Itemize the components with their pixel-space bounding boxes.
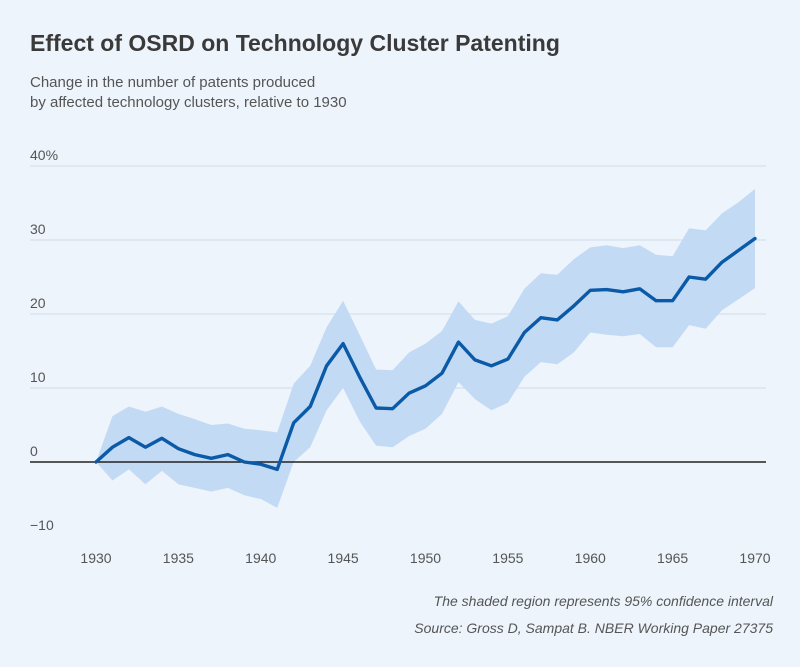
- x-tick-label: 1970: [739, 550, 770, 566]
- confidence-band: [96, 188, 755, 508]
- confidence-note: The shaded region represents 95% confide…: [433, 593, 773, 609]
- y-tick-label: 10: [30, 369, 46, 385]
- x-tick-label: 1955: [492, 550, 523, 566]
- x-tick-label: 1950: [410, 550, 441, 566]
- x-tick-labels: 1930 1935 1940 1945 1950 1955 1960 1965 1970: [80, 550, 770, 566]
- x-tick-label: 1945: [328, 550, 359, 566]
- x-tick-label: 1965: [657, 550, 688, 566]
- x-tick-label: 1930: [80, 550, 111, 566]
- series-line: [94, 236, 757, 472]
- series-line-layer: [94, 236, 757, 472]
- chart-subtitle: Change in the number of patents produced…: [30, 73, 347, 113]
- subtitle-line-1: Change in the number of patents produced: [30, 74, 316, 91]
- y-tick-label: 30: [30, 221, 46, 237]
- y-tick-label: 20: [30, 295, 46, 311]
- x-tick-label: 1960: [575, 550, 606, 566]
- x-tick-label: 1935: [163, 550, 194, 566]
- x-tick-label: 1940: [245, 550, 276, 566]
- y-tick-label: −10: [30, 517, 54, 533]
- source-note: Source: Gross D, Sampat B. NBER Working …: [414, 620, 773, 636]
- y-tick-label: 40%: [30, 147, 58, 163]
- chart-title: Effect of OSRD on Technology Cluster Pat…: [30, 30, 560, 56]
- subtitle-line-2: by affected technology clusters, relativ…: [30, 94, 347, 111]
- y-tick-labels: 40% 30 20 10 0 −10: [30, 147, 58, 533]
- confidence-band-layer: [96, 188, 755, 508]
- y-tick-label: 0: [30, 443, 38, 459]
